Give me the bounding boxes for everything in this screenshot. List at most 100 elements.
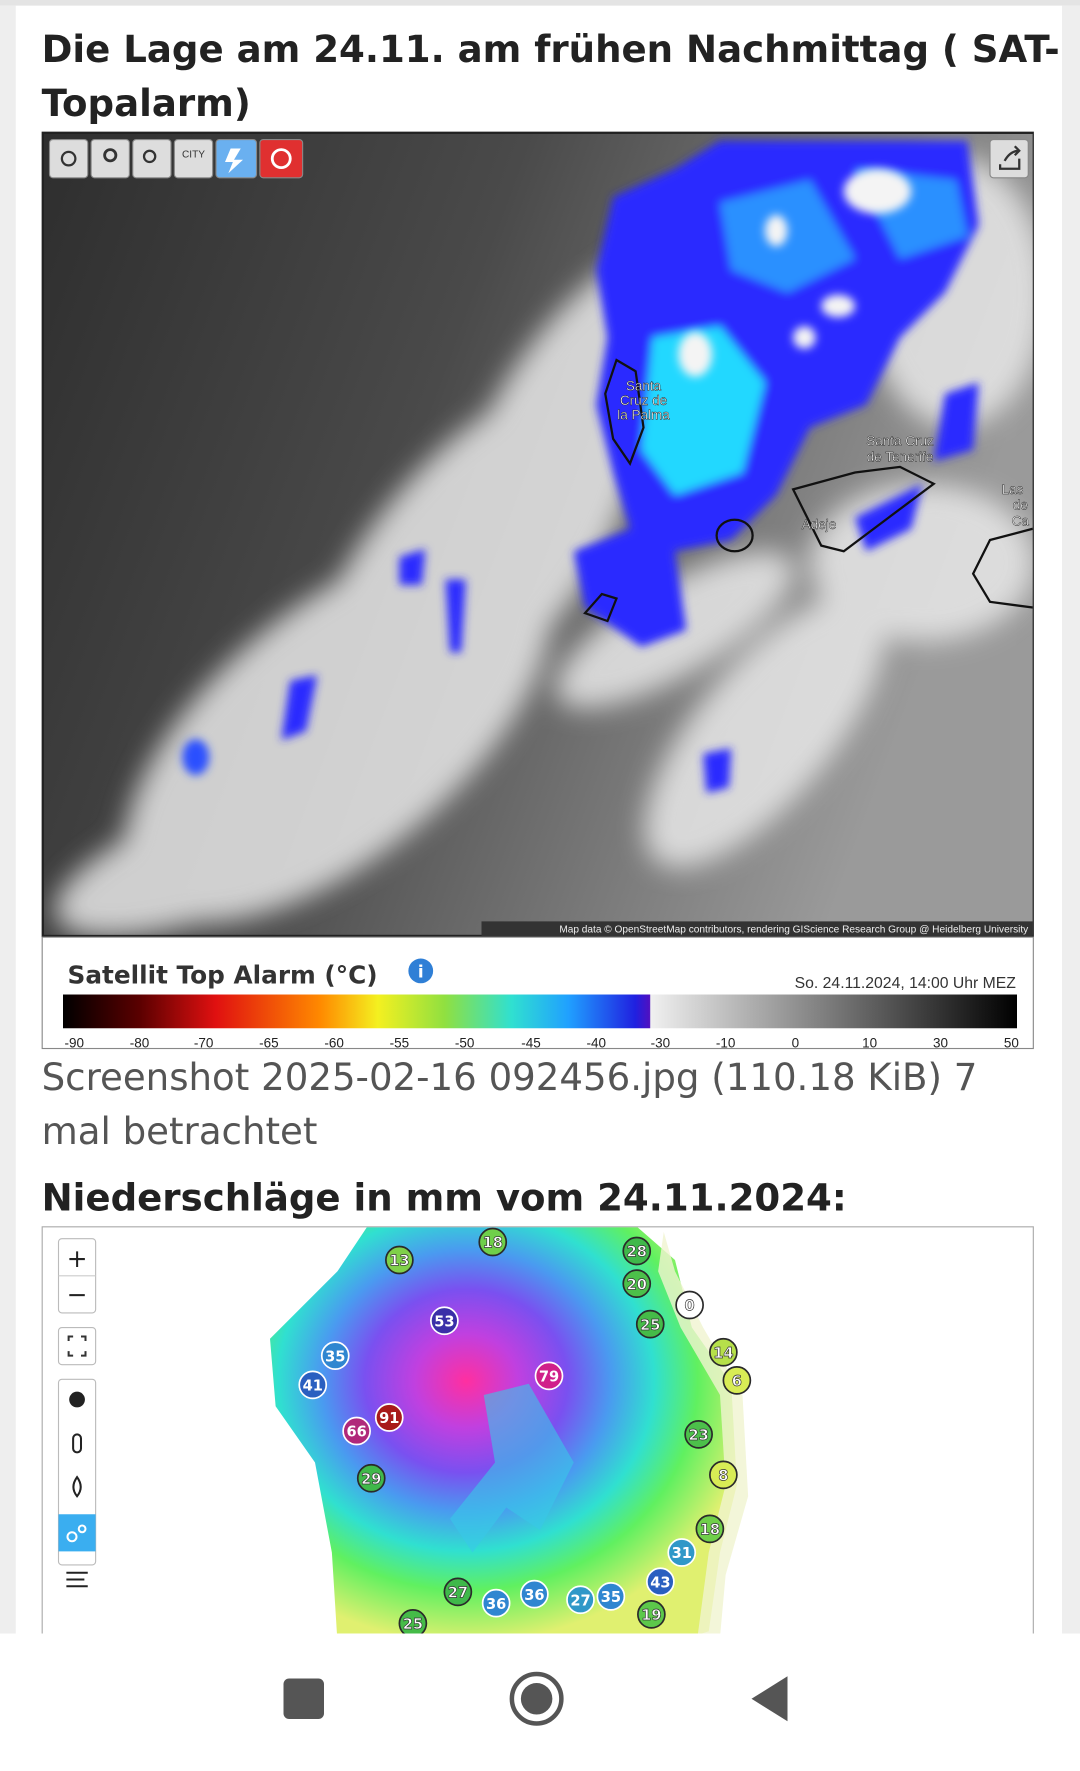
- station-marker[interactable]: [695, 1514, 725, 1544]
- station-value: 8: [718, 1468, 728, 1485]
- station-value: 31: [672, 1545, 692, 1562]
- title-line: Topalarm): [42, 82, 251, 125]
- station-value: 27: [448, 1585, 468, 1602]
- icon: [77, 1524, 87, 1534]
- legend-box: [41, 936, 1034, 1050]
- station-marker[interactable]: [684, 1420, 713, 1449]
- station-marker[interactable]: [385, 1245, 414, 1275]
- station-value: 29: [361, 1471, 381, 1488]
- station-marker[interactable]: [443, 1577, 473, 1607]
- storm-button[interactable]: [259, 138, 304, 179]
- attribution: Map data © OpenStreetMap contributors, r…: [559, 925, 1029, 936]
- station-marker[interactable]: [622, 1269, 652, 1298]
- station-value: 35: [601, 1589, 621, 1606]
- station-value: 18: [700, 1522, 720, 1539]
- scale-label: 50: [1004, 1035, 1019, 1050]
- home-button[interactable]: [509, 1671, 564, 1726]
- caption-line: Screenshot 2025-02-16 092456.jpg (110.18…: [42, 1056, 978, 1099]
- station-marker[interactable]: [481, 1588, 511, 1618]
- station-marker[interactable]: [342, 1416, 371, 1446]
- city-button[interactable]: [173, 138, 214, 179]
- top-strip: [0, 0, 1080, 6]
- scale-label: -90: [64, 1035, 84, 1050]
- place-label: la Palma: [617, 408, 670, 423]
- share-button[interactable]: [989, 138, 1029, 179]
- station-marker[interactable]: [635, 1309, 665, 1339]
- station-value: 27: [570, 1592, 590, 1609]
- station-value: 25: [403, 1616, 423, 1633]
- station-value: 19: [641, 1607, 661, 1624]
- margin-left: [0, 5, 16, 1634]
- scale-label: -70: [194, 1035, 214, 1050]
- layer-icon[interactable]: [72, 1433, 83, 1454]
- station-marker[interactable]: [320, 1341, 350, 1370]
- scale-label: -10: [716, 1035, 736, 1050]
- station-value: 20: [627, 1276, 647, 1293]
- info-glyph: i: [418, 962, 424, 982]
- icon: [67, 1335, 87, 1357]
- station-marker[interactable]: [398, 1609, 428, 1637]
- station-marker[interactable]: [709, 1460, 738, 1490]
- station-value: 66: [346, 1424, 366, 1441]
- station-value: 53: [434, 1313, 454, 1330]
- fullscreen-button[interactable]: [57, 1326, 97, 1366]
- station-marker[interactable]: [637, 1600, 666, 1629]
- color-scale: [63, 994, 1017, 1029]
- scale-label: -80: [130, 1035, 150, 1050]
- scale-label: 30: [933, 1035, 948, 1050]
- station-marker[interactable]: [478, 1227, 508, 1257]
- layer-icon[interactable]: [69, 1391, 85, 1408]
- recent-apps-button[interactable]: [283, 1678, 325, 1720]
- station-value: 6: [732, 1373, 742, 1390]
- scale-label: -40: [586, 1035, 606, 1050]
- lightning-button[interactable]: [215, 138, 258, 179]
- precip-layer-button[interactable]: [58, 1514, 96, 1552]
- back-button[interactable]: [751, 1676, 788, 1722]
- info-icon[interactable]: [408, 958, 434, 984]
- station-marker[interactable]: [722, 1366, 752, 1395]
- attribution-bar: [481, 921, 1033, 937]
- scale-label: -30: [651, 1035, 671, 1050]
- station-marker[interactable]: [566, 1585, 595, 1615]
- place-label: de Tenerife: [867, 449, 934, 464]
- station-value: 0: [685, 1298, 695, 1315]
- icon: [270, 148, 292, 170]
- zoom-in[interactable]: +: [67, 1244, 88, 1273]
- layer-icon[interactable]: [72, 1475, 82, 1498]
- station-marker[interactable]: [374, 1403, 404, 1432]
- station-marker[interactable]: [356, 1463, 386, 1493]
- station-marker[interactable]: [622, 1236, 652, 1266]
- station-marker[interactable]: [646, 1567, 675, 1597]
- station-marker[interactable]: [430, 1306, 459, 1336]
- scale-label: -65: [259, 1035, 279, 1050]
- station-value: 28: [627, 1244, 647, 1261]
- station-marker[interactable]: [298, 1370, 328, 1400]
- station-marker[interactable]: [667, 1538, 697, 1567]
- scale-label: -50: [455, 1035, 475, 1050]
- layer-icon[interactable]: [66, 1571, 88, 1588]
- scale-label: -55: [390, 1035, 410, 1050]
- title-line: Die Lage am 24.11. am frühen Nachmittag …: [42, 28, 1060, 71]
- station-marker[interactable]: [520, 1579, 549, 1609]
- station-value: 91: [379, 1410, 399, 1427]
- zoom-out[interactable]: −: [67, 1280, 88, 1309]
- legend: Satellit Top Alarm (°C) i So. 24.11.2024…: [41, 936, 1034, 1050]
- station-marker[interactable]: [709, 1337, 738, 1367]
- station-marker[interactable]: [675, 1290, 704, 1320]
- zoom-button[interactable]: [132, 138, 172, 179]
- scale-label: -45: [521, 1035, 541, 1050]
- locate-button[interactable]: [90, 138, 130, 179]
- icon: [66, 1531, 78, 1543]
- station-marker[interactable]: [596, 1582, 626, 1611]
- station-value: 79: [539, 1369, 559, 1386]
- icon: [60, 150, 77, 167]
- map-controls: + −: [57, 1238, 97, 1588]
- station-value: 14: [713, 1345, 733, 1362]
- home-dot: [520, 1683, 553, 1715]
- station-marker[interactable]: [534, 1361, 564, 1391]
- refresh-button[interactable]: [48, 138, 89, 179]
- icon: [225, 148, 243, 174]
- scale-labels: -90 -80 -70 -65 -60 -55 -50 -45 -40 -30 -10 0 10 30 50: [64, 1035, 1018, 1050]
